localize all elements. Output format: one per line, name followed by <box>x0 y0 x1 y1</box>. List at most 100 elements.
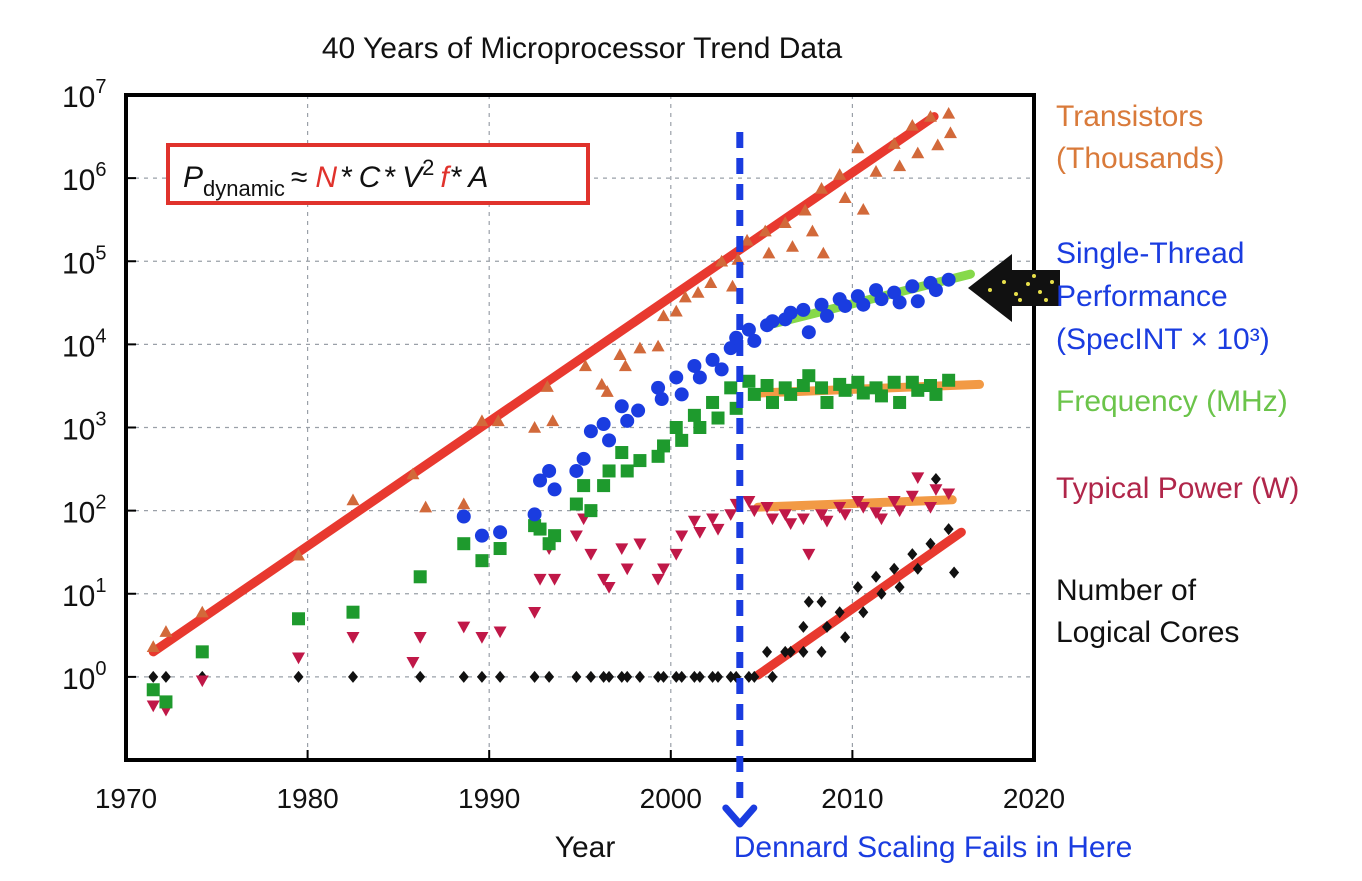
series-label-line: Typical Power (W) <box>1056 472 1299 505</box>
data-point <box>851 141 865 154</box>
data-point <box>548 573 562 586</box>
series-label-line: Logical Cores <box>1056 616 1239 649</box>
data-point <box>475 632 489 644</box>
data-point <box>548 529 562 543</box>
data-point <box>602 581 616 594</box>
data-point <box>406 657 420 669</box>
arrow-dot <box>988 288 992 292</box>
data-point <box>820 395 834 409</box>
x-tick-label: 1970 <box>95 783 157 814</box>
series-label-line: Transistors <box>1056 100 1203 133</box>
y-tick-base: 10 <box>62 330 95 363</box>
y-tick-exponent: 5 <box>95 242 106 264</box>
data-point <box>707 670 718 683</box>
data-point <box>292 548 306 561</box>
data-point <box>148 670 159 683</box>
data-point <box>528 606 542 619</box>
arrow-dot <box>1026 282 1030 286</box>
data-point <box>851 495 865 508</box>
data-point <box>616 670 627 683</box>
data-point <box>406 467 420 480</box>
data-point <box>840 631 851 644</box>
data-point <box>476 670 487 683</box>
data-point <box>348 670 358 683</box>
formula-star-3: * <box>451 161 463 194</box>
data-point <box>815 182 829 194</box>
data-point <box>942 106 956 119</box>
data-point <box>346 605 360 619</box>
axis-ticks: 1970 1980 1990 2000 2010 20201001011021031041… <box>62 76 1065 814</box>
y-tick-base: 10 <box>62 580 95 613</box>
data-point <box>731 252 745 265</box>
y-tick-exponent: 2 <box>95 492 106 514</box>
y-tick-base: 10 <box>62 497 95 530</box>
data-point <box>491 414 505 427</box>
data-point <box>495 670 506 683</box>
data-point <box>834 606 845 619</box>
data-point <box>584 504 598 518</box>
data-point <box>874 513 888 526</box>
data-point <box>893 505 907 518</box>
data-point <box>801 325 816 340</box>
data-point <box>765 395 779 409</box>
data-point <box>493 525 508 540</box>
data-point <box>596 417 611 432</box>
y-tick-exponent: 0 <box>95 658 106 680</box>
data-point <box>869 507 883 519</box>
data-point <box>910 294 925 309</box>
series-label-line: Single-Thread <box>1056 237 1244 270</box>
data-point <box>651 380 666 395</box>
series-label-line: Frequency (MHz) <box>1056 385 1288 418</box>
data-point <box>651 573 665 586</box>
data-point <box>674 387 689 402</box>
data-point <box>796 302 811 317</box>
data-point <box>692 370 707 385</box>
data-point <box>930 473 941 486</box>
data-point <box>765 513 779 526</box>
data-point <box>693 527 707 539</box>
power-trend <box>753 495 957 512</box>
data-point <box>689 670 700 683</box>
data-point <box>814 297 829 312</box>
data-point <box>887 495 901 508</box>
data-point <box>533 473 548 488</box>
data-point <box>457 497 471 510</box>
y-tick-base: 10 <box>62 247 95 280</box>
data-point <box>569 497 583 511</box>
data-point <box>838 509 852 521</box>
data-point <box>713 670 724 683</box>
data-point <box>657 439 671 453</box>
data-point <box>669 421 683 434</box>
data-point <box>711 411 725 425</box>
data-point <box>711 523 725 536</box>
data-point <box>419 500 433 513</box>
data-point <box>749 670 760 683</box>
data-point <box>615 543 629 556</box>
series-label: Typical Power (W) <box>1056 472 1299 505</box>
series-labels: Transistors (Thousands) Single-Thread Perfo… <box>1056 100 1299 649</box>
series-label-line: (Thousands) <box>1056 142 1224 175</box>
data-point <box>415 670 426 683</box>
data-point <box>838 383 852 397</box>
data-point <box>653 670 664 683</box>
x-tick-label: 2000 <box>640 783 702 814</box>
data-point <box>742 374 756 388</box>
data-point <box>620 464 634 478</box>
data-point <box>675 433 689 447</box>
data-point <box>905 118 919 131</box>
data-point <box>740 233 754 246</box>
data-point <box>694 670 705 683</box>
formula-approx: ≈ <box>291 161 307 194</box>
data-point <box>159 625 173 637</box>
data-point <box>704 276 718 289</box>
data-point <box>457 537 471 551</box>
data-point <box>529 670 540 683</box>
series-label: Number of Logical Cores <box>1056 574 1239 649</box>
data-point <box>820 515 834 528</box>
data-points <box>146 106 960 717</box>
data-point <box>725 670 736 683</box>
y-tick-exponent: 4 <box>95 325 106 347</box>
data-point <box>671 670 682 683</box>
data-point <box>413 570 427 584</box>
data-point <box>706 395 720 409</box>
